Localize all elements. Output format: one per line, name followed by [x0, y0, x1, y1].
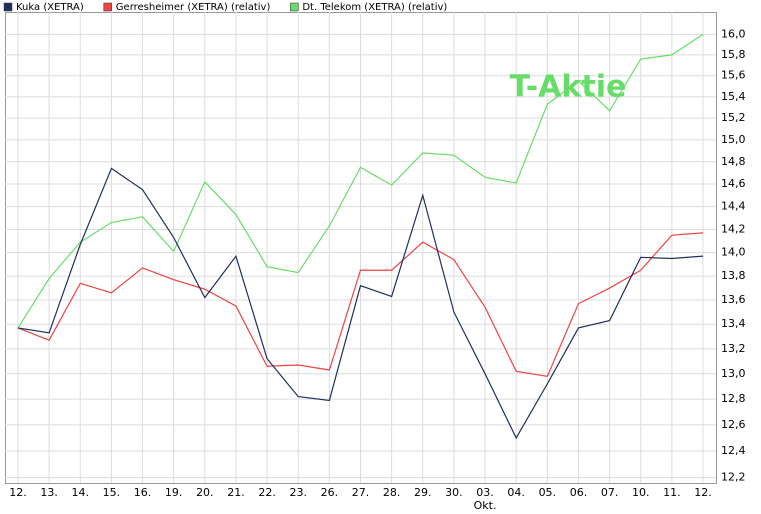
- y-tick-label: 12,8: [721, 392, 746, 405]
- legend-swatch: [3, 2, 13, 12]
- y-tick-label: 13,0: [721, 367, 746, 380]
- y-tick-label: 14,4: [721, 200, 746, 213]
- x-tick-label: 28.: [383, 486, 401, 499]
- y-tick-label: 12,6: [721, 418, 746, 431]
- y-tick-label: 16,0: [721, 27, 746, 40]
- x-tick-label: 10.: [632, 486, 650, 499]
- y-tick-label: 12,2: [721, 471, 746, 484]
- x-tick-label: 20.: [196, 486, 214, 499]
- y-tick-label: 15,4: [721, 90, 746, 103]
- y-tick-label: 14,2: [721, 222, 746, 235]
- annotation: T-Aktie: [510, 70, 627, 105]
- x-tick-label: 26.: [321, 486, 339, 499]
- x-group-label: Okt.: [474, 499, 497, 512]
- y-tick-label: 15,8: [721, 48, 746, 61]
- x-tick-label: 14.: [72, 486, 90, 499]
- x-tick-label: 11.: [663, 486, 681, 499]
- y-tick-label: 15,6: [721, 69, 746, 82]
- y-tick-label: 14,8: [721, 155, 746, 168]
- x-tick-label: 12.: [9, 486, 27, 499]
- x-tick-label: 23.: [289, 486, 307, 499]
- y-tick-label: 13,4: [721, 317, 746, 330]
- legend-swatch: [290, 2, 299, 12]
- series-line: [17, 167, 704, 440]
- y-tick-label: 14,0: [721, 246, 746, 259]
- x-tick-label: 19.: [165, 486, 183, 499]
- y-tick-label: 12,4: [721, 444, 746, 457]
- x-tick-label: 04.: [507, 486, 525, 499]
- y-tick-label: 15,2: [721, 111, 746, 124]
- legend-label: Kuka (XETRA): [16, 2, 84, 13]
- y-tick-label: 15,0: [721, 133, 746, 146]
- x-tick-label: 06.: [570, 486, 588, 499]
- series-line: [17, 232, 704, 377]
- x-tick-label: 12.: [694, 486, 712, 499]
- y-tick-label: 14,6: [721, 177, 746, 190]
- x-tick-label: 27.: [352, 486, 370, 499]
- x-tick-label: 07.: [601, 486, 619, 499]
- legend-swatch: [103, 2, 113, 12]
- y-tick-label: 13,6: [721, 293, 746, 306]
- legend-label: Gerresheimer (XETRA) (relativ): [116, 2, 271, 13]
- x-tick-label: 05.: [539, 486, 557, 499]
- y-tick-label: 13,8: [721, 269, 746, 282]
- x-tick-label: 29.: [414, 486, 432, 499]
- x-tick-label: 15.: [103, 486, 121, 499]
- x-tick-label: 03.: [476, 486, 494, 499]
- y-tick-label: 13,2: [721, 342, 746, 355]
- x-tick-label: 22.: [258, 486, 276, 499]
- x-tick-label: 16.: [134, 486, 152, 499]
- legend-label: Dt. Telekom (XETRA) (relativ): [302, 2, 447, 13]
- series-line: [17, 33, 704, 329]
- x-tick-label: 13.: [40, 486, 58, 499]
- x-tick-label: 30.: [445, 486, 463, 499]
- x-tick-label: 21.: [227, 486, 245, 499]
